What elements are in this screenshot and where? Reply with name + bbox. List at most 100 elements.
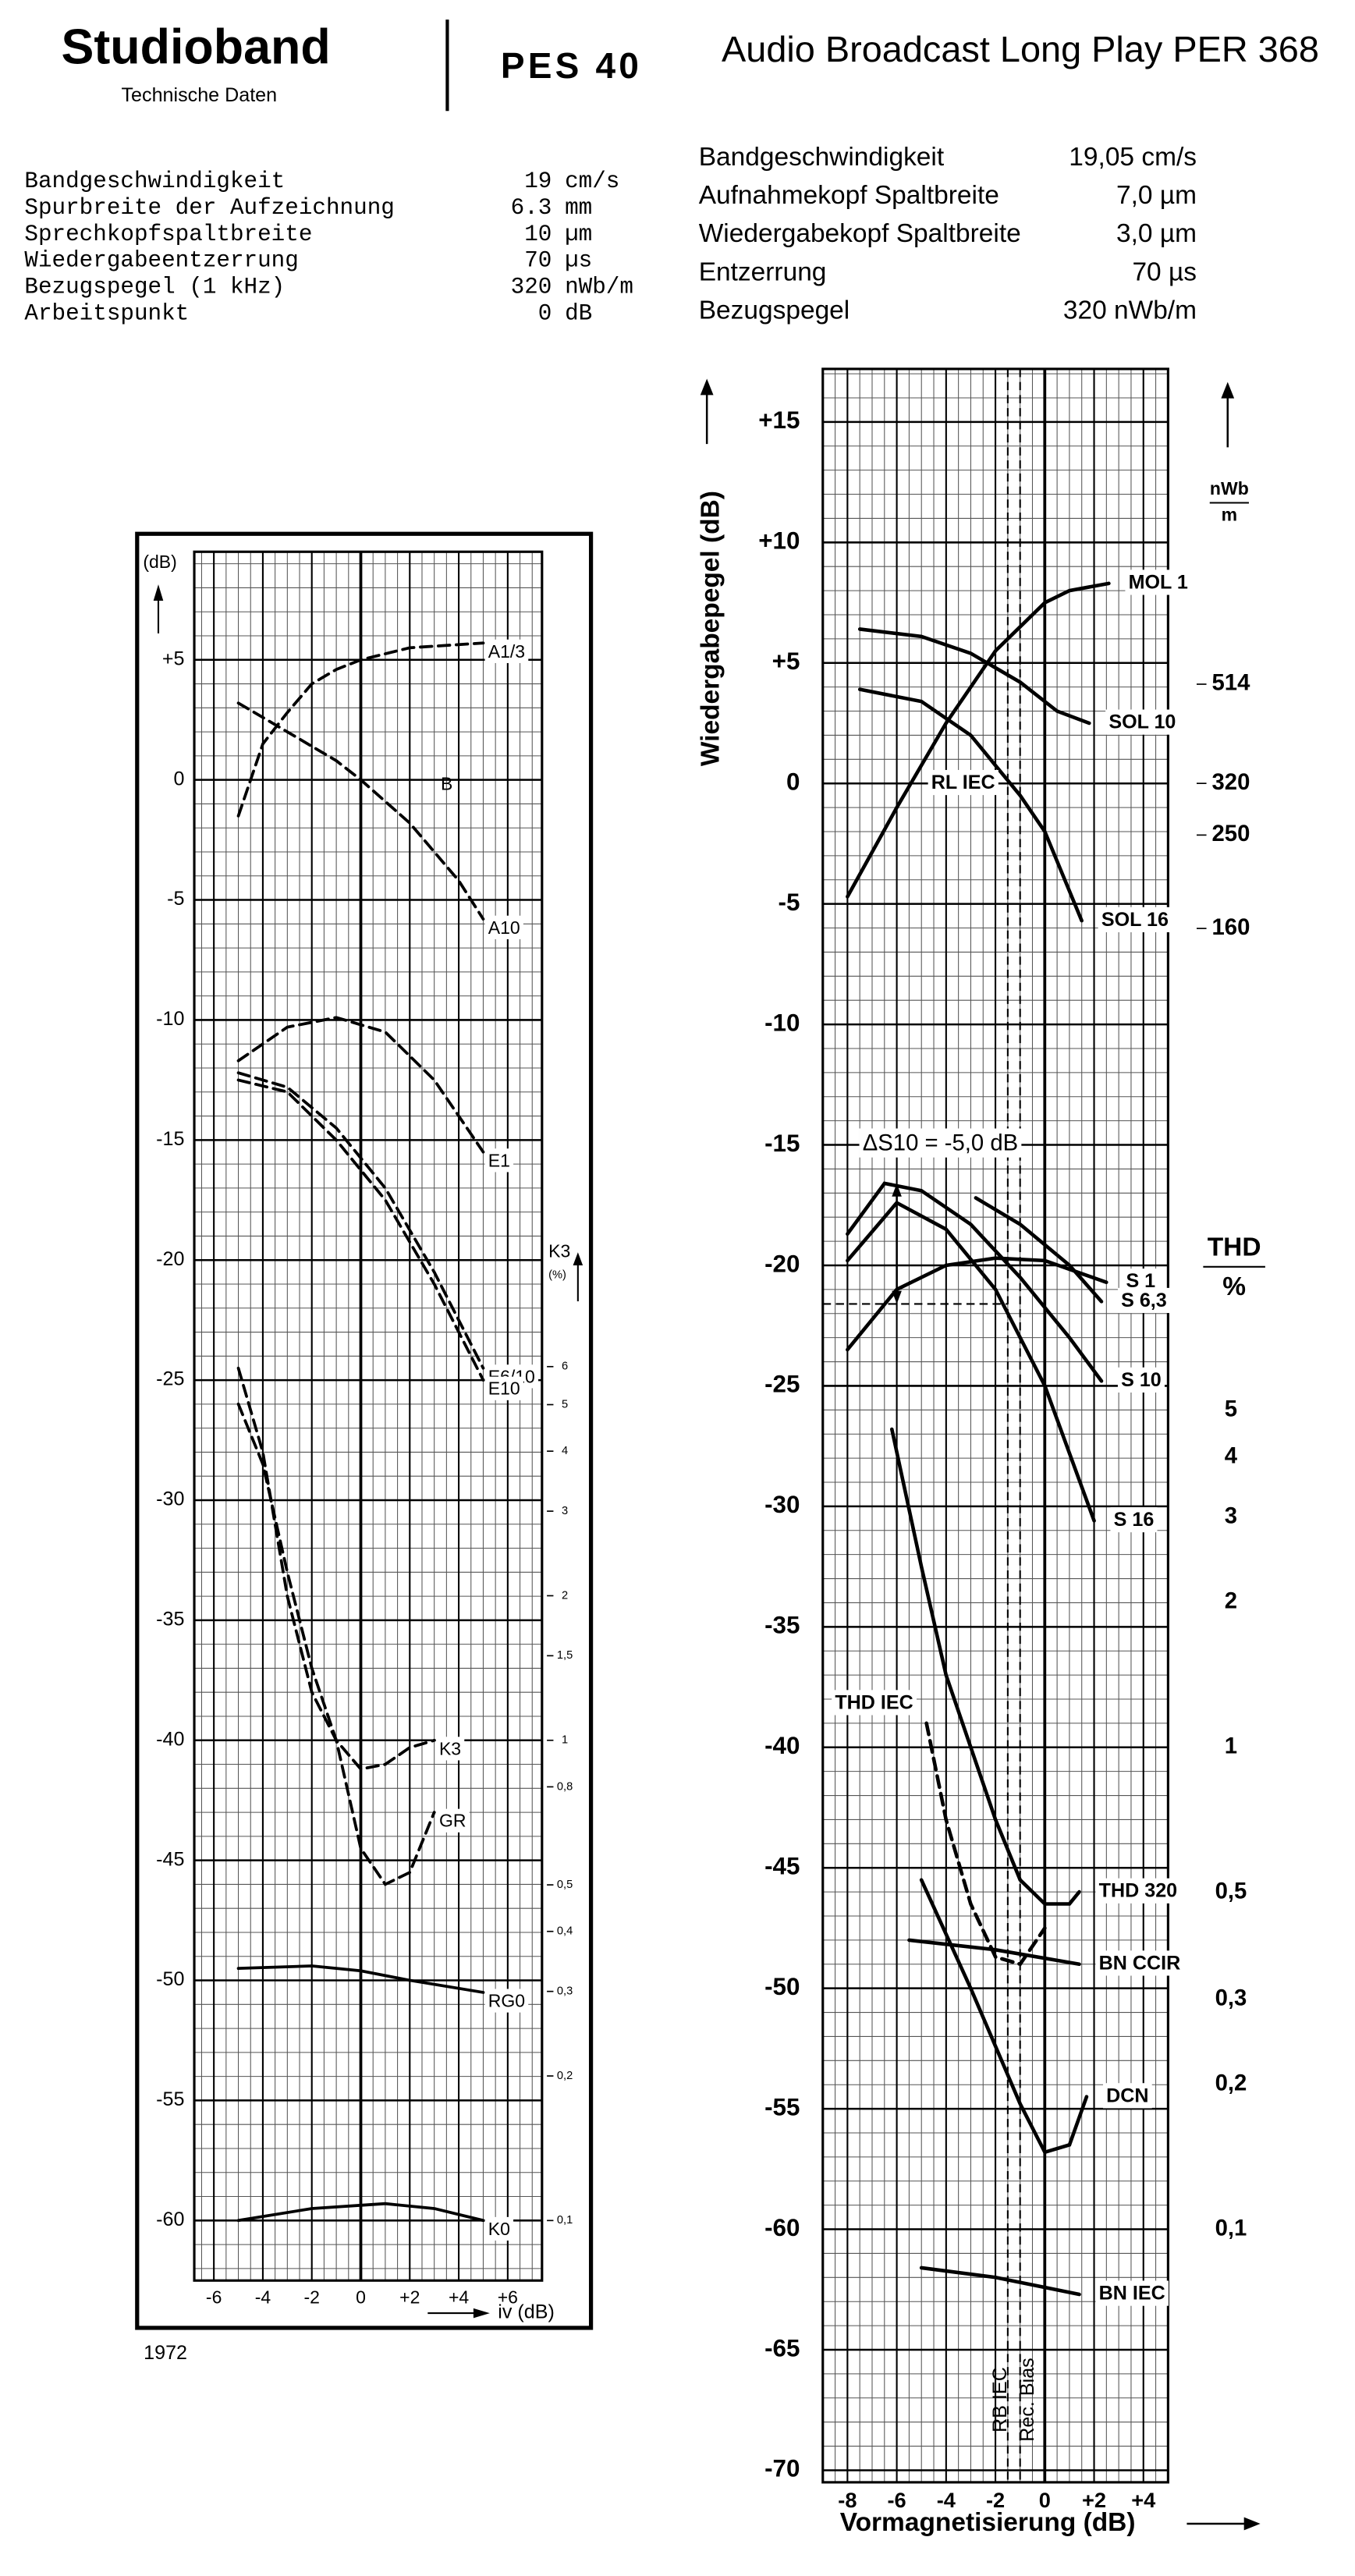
y-tick-label: -35 xyxy=(156,1609,184,1630)
label-bg xyxy=(435,1808,470,1833)
x-label: iv (dB) xyxy=(498,2301,555,2323)
y-tick-label: +10 xyxy=(758,527,800,555)
product: Audio Broadcast Long Play PER 368 xyxy=(722,29,1319,69)
spec-value: 19 xyxy=(524,169,552,194)
y-tick-label: -65 xyxy=(764,2334,800,2361)
label-bg xyxy=(1095,2280,1169,2306)
curve xyxy=(857,687,1084,923)
y2-tick-label: 4 xyxy=(562,1445,568,1457)
y-tick-label: -35 xyxy=(764,1612,800,1639)
spec-value: 10 xyxy=(524,222,552,247)
x-arrow-head xyxy=(1243,2517,1261,2531)
spec-name: Entzerrung xyxy=(699,257,827,286)
y3-tick-label: 4 xyxy=(1225,1443,1238,1469)
y2-tick-label: 0,1 xyxy=(557,2214,573,2227)
spec-unit: µm xyxy=(565,222,592,247)
curve xyxy=(846,1200,1096,1523)
curve xyxy=(919,2266,1081,2297)
spec-unit: dB xyxy=(565,300,592,326)
curve xyxy=(236,1071,485,1370)
series-label: MOL 1 xyxy=(1129,571,1188,593)
spec-name: Arbeitspunkt xyxy=(24,300,189,326)
y3-tick-label: 0,1 xyxy=(1215,2215,1247,2241)
label-bg xyxy=(484,1148,514,1173)
y2-tick-label: 514 xyxy=(1212,670,1251,696)
spec-value: 70 µs xyxy=(1132,257,1197,286)
x-tick-label: -2 xyxy=(986,2488,1005,2512)
spec-name: Aufnahmekopf Spaltbreite xyxy=(699,181,999,210)
bias-label: Rec. Bias xyxy=(1016,2358,1038,2441)
curve xyxy=(236,641,485,818)
series-label: E1 xyxy=(488,1150,510,1170)
plot-area xyxy=(194,552,542,2281)
y3-tick-label: 0,5 xyxy=(1215,1878,1247,1904)
curve xyxy=(974,1196,1104,1304)
y3-tick-label: 0,2 xyxy=(1215,2070,1247,2095)
y-tick-label: -25 xyxy=(156,1368,184,1390)
x-tick-label: -2 xyxy=(303,2287,319,2307)
series-label: SOL 16 xyxy=(1101,909,1169,931)
series-label: BN CCIR xyxy=(1099,1952,1181,1974)
y-tick-label: -10 xyxy=(156,1008,184,1030)
spec-name: Sprechkopfspaltbreite xyxy=(24,222,312,247)
y2-tick-label: 250 xyxy=(1212,821,1250,846)
curve xyxy=(236,1078,485,1382)
series-label: A1/3 xyxy=(488,641,525,662)
label-bg xyxy=(1105,709,1179,735)
annotation: RL IEC xyxy=(931,772,995,793)
y-label: (dB) xyxy=(143,552,176,572)
y2-tick-label: 1,5 xyxy=(557,1649,573,1662)
y3-tick-label: 0,3 xyxy=(1215,1985,1247,2011)
spec-unit: µs xyxy=(565,248,592,274)
y-tick-label: -60 xyxy=(156,2209,184,2230)
label-bg xyxy=(1117,1367,1165,1393)
spec-value: 19,05 cm/s xyxy=(1069,143,1197,172)
y-label: Wiedergabepegel (dB) xyxy=(696,491,725,766)
x-tick-label: +4 xyxy=(1131,2488,1155,2512)
y-tick-label: 0 xyxy=(174,768,185,789)
curve xyxy=(907,1938,1081,1967)
spec-value: 6.3 xyxy=(511,195,552,221)
curve xyxy=(236,1016,485,1154)
spec-value: 3,0 µm xyxy=(1116,219,1197,248)
label-bg xyxy=(484,915,523,939)
spec-name: Bezugspegel xyxy=(699,296,850,325)
y-tick-label: -70 xyxy=(764,2455,800,2482)
axis-arrow-head xyxy=(1221,381,1235,399)
series-label: K0 xyxy=(488,2219,510,2239)
series-label: S 6,3 xyxy=(1121,1290,1167,1311)
spec-value: 70 xyxy=(524,248,552,274)
y-tick-label: -10 xyxy=(764,1009,800,1036)
y-tick-label: -55 xyxy=(764,2093,800,2120)
y-tick-label: -50 xyxy=(156,1968,184,1990)
y2-unit: (%) xyxy=(548,1268,566,1281)
bias-label: RB IEC xyxy=(989,2367,1011,2432)
annotation: B xyxy=(441,774,452,794)
spec-unit: mm xyxy=(565,195,592,221)
series-label: THD IEC xyxy=(835,1691,913,1713)
y-tick-label: -45 xyxy=(764,1853,800,1880)
curve xyxy=(924,1721,1047,1967)
arrow-head xyxy=(892,1183,902,1197)
y3-tick-label: 5 xyxy=(1225,1396,1237,1422)
curve xyxy=(889,1427,1081,1906)
y2-tick-label: 0,3 xyxy=(557,1985,573,1998)
label-bg xyxy=(1125,569,1192,595)
spec-name: Bandgeschwindigkeit xyxy=(699,143,945,172)
label-bg xyxy=(832,1690,917,1716)
y-tick-label: -40 xyxy=(156,1728,184,1750)
label-bg xyxy=(484,2216,514,2241)
y-tick-label: -20 xyxy=(764,1250,800,1277)
x-tick-label: -6 xyxy=(888,2488,906,2512)
x-tick-label: 0 xyxy=(1039,2488,1051,2512)
series-label: THD 320 xyxy=(1099,1880,1177,1902)
y-tick-label: -20 xyxy=(156,1248,184,1270)
y2-tick-label: 6 xyxy=(562,1361,568,1373)
label-bg xyxy=(859,1128,1022,1158)
spec-value: 0 xyxy=(538,300,552,326)
y2-tick-label: 2 xyxy=(562,1589,568,1602)
y2-label: K3 xyxy=(548,1240,570,1261)
y-tick-label: -15 xyxy=(764,1130,800,1157)
series-label: DCN xyxy=(1106,2085,1148,2106)
y3-tick-label: 3 xyxy=(1225,1503,1237,1529)
